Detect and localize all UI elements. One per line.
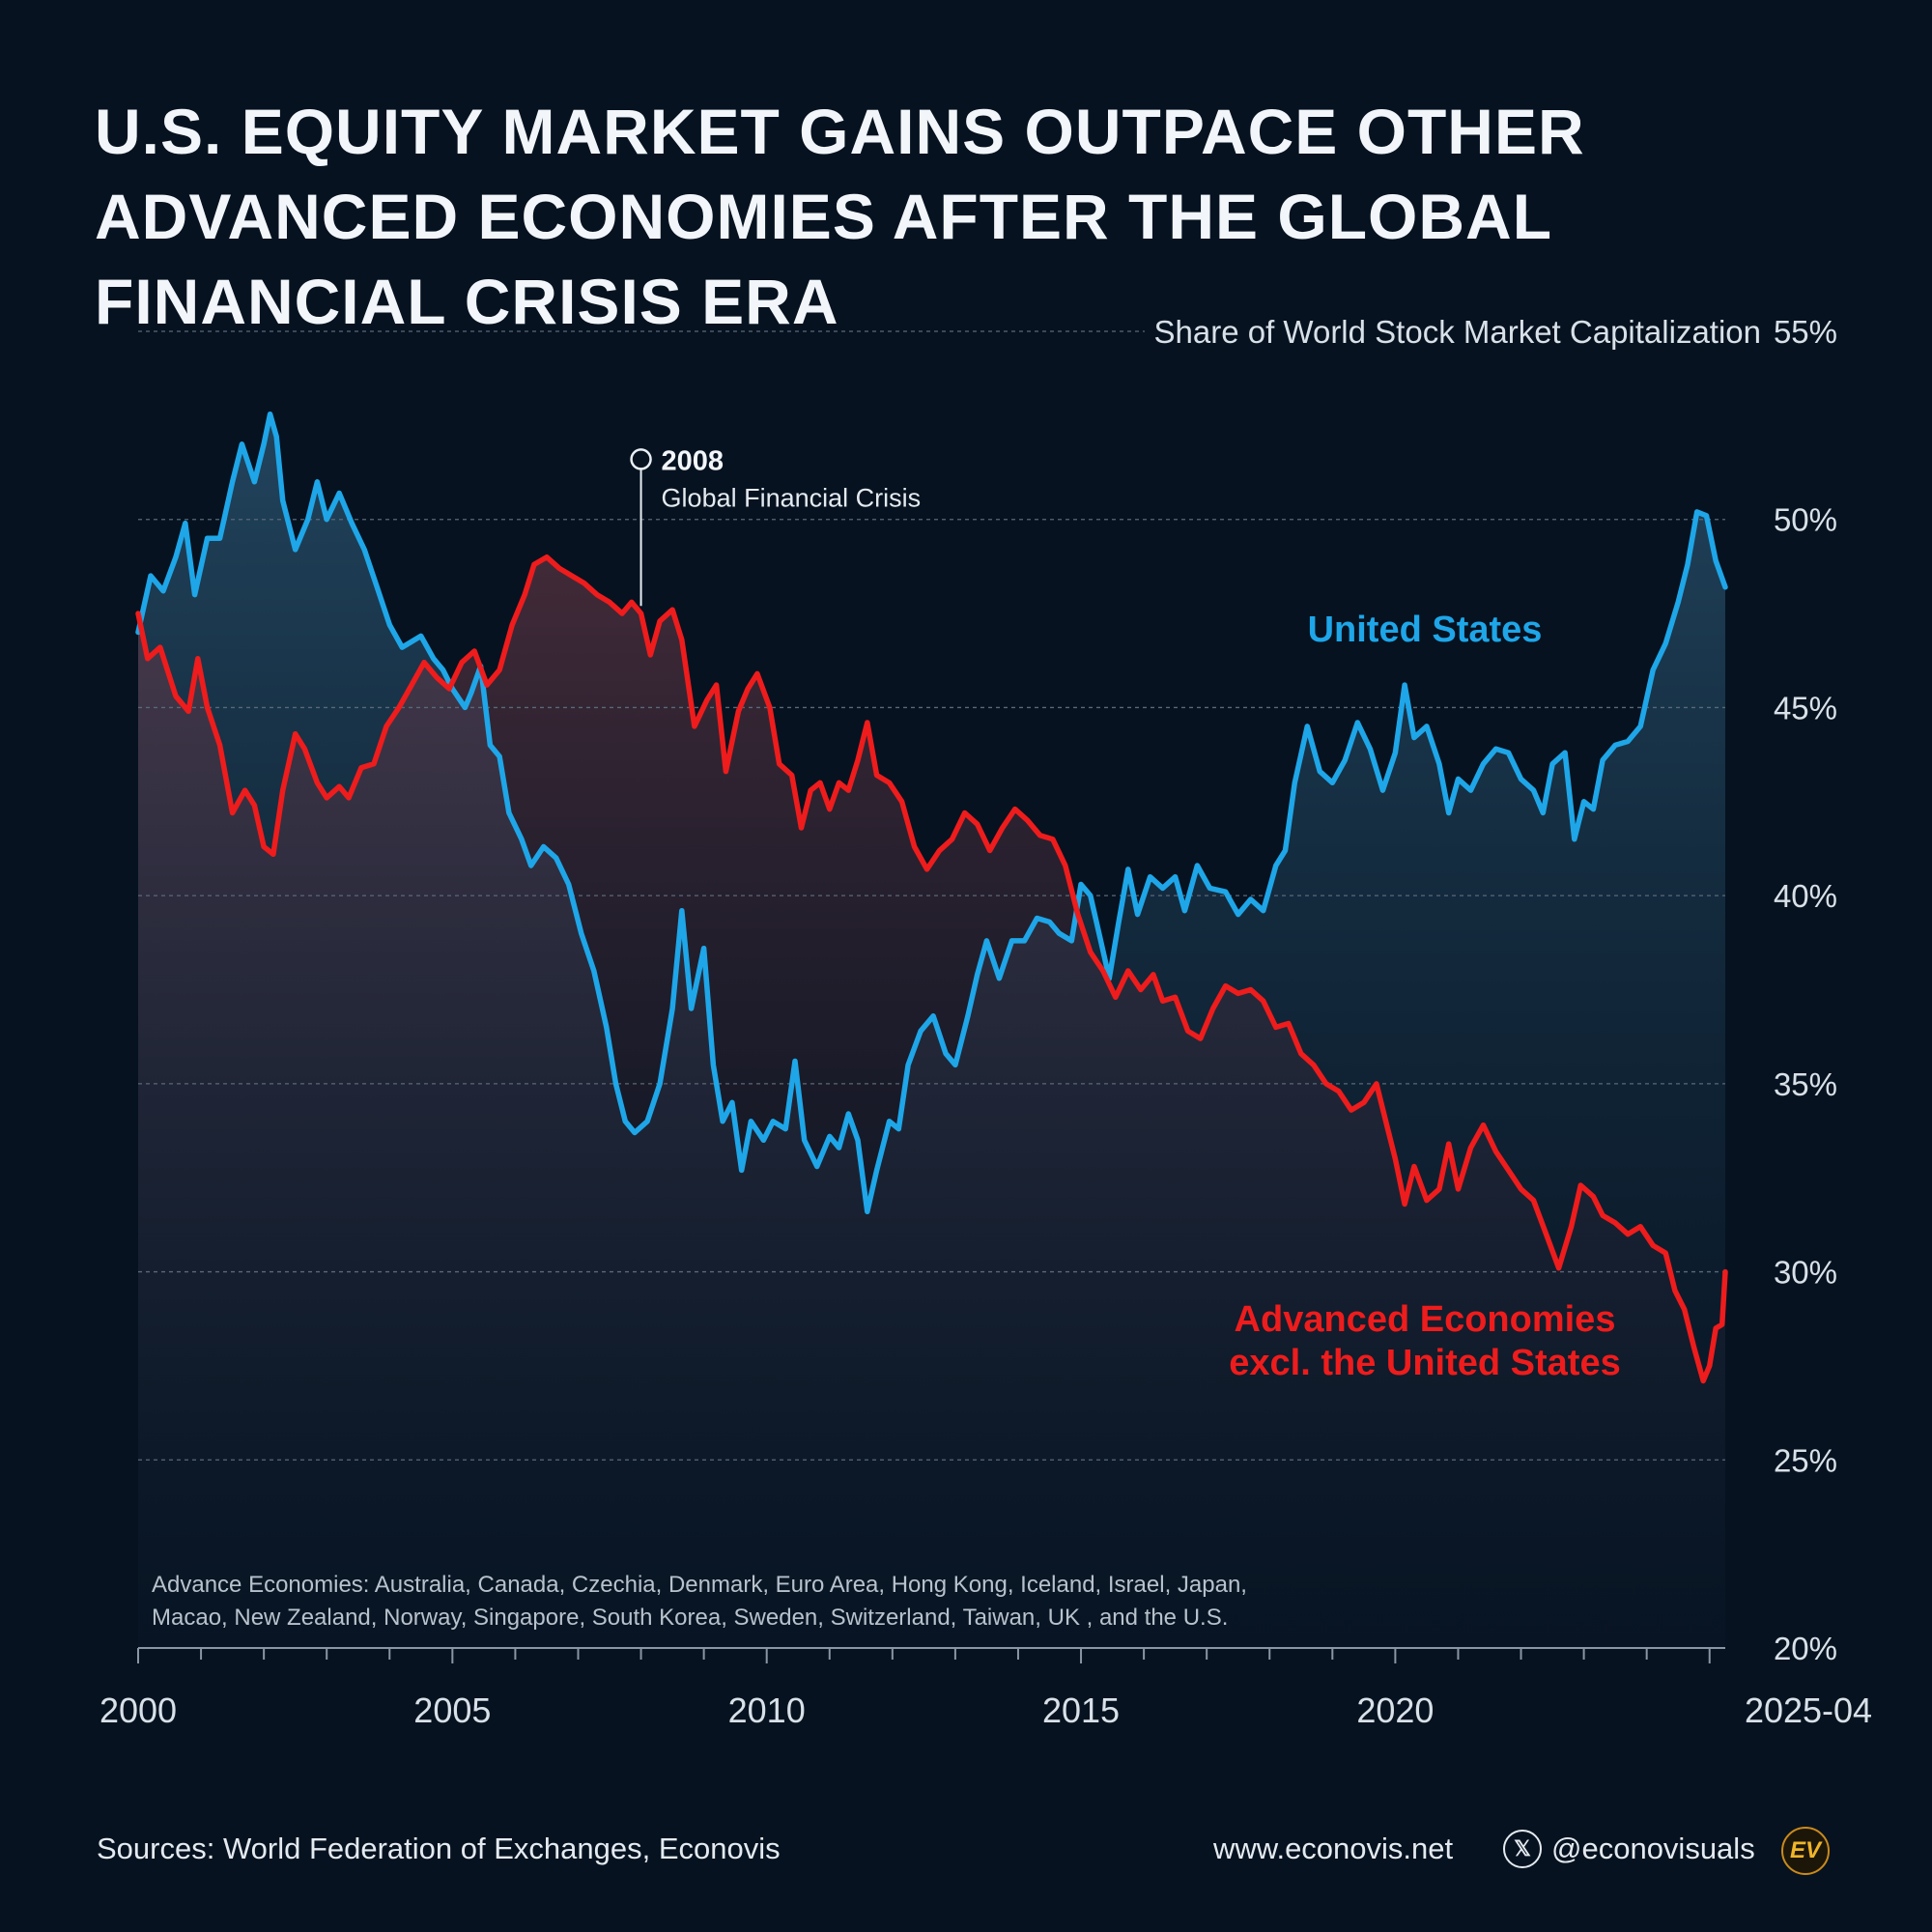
y-tick-label: 50% xyxy=(1774,502,1837,538)
website-link[interactable]: www.econovis.net xyxy=(1213,1832,1454,1865)
y-tick-label: 25% xyxy=(1774,1442,1837,1478)
y-axis-title: Share of World Stock Market Capitalizati… xyxy=(1154,314,1762,350)
y-tick-label: 45% xyxy=(1774,690,1837,725)
series-label-us: United States xyxy=(1308,610,1543,650)
chart-footnote: Advance Economies: Australia, Canada, Cz… xyxy=(152,1572,1247,1598)
annotation-year: 2008 xyxy=(662,445,724,476)
x-tick-label: 2025-04 xyxy=(1745,1690,1872,1730)
social-handle[interactable]: 𝕏 @econovisuals xyxy=(1503,1827,1755,1871)
x-tick-label: 2005 xyxy=(413,1690,491,1730)
annotation-marker xyxy=(630,448,652,470)
x-tick-label: 2020 xyxy=(1356,1690,1434,1730)
y-tick-label: 35% xyxy=(1774,1066,1837,1102)
series-label-ae: excl. the United States xyxy=(1229,1343,1620,1383)
annotation-label: Global Financial Crisis xyxy=(662,483,922,512)
series-line-us xyxy=(135,411,1728,1215)
y-tick-label: 20% xyxy=(1774,1631,1837,1666)
handle-text: @econovisuals xyxy=(1551,1832,1755,1865)
x-twitter-icon: 𝕏 xyxy=(1503,1830,1542,1868)
x-tick-label: 2015 xyxy=(1042,1690,1120,1730)
sources-note: Sources: World Federation of Exchanges, … xyxy=(97,1832,781,1865)
y-tick-label: 55% xyxy=(1774,314,1837,350)
series-line-ae xyxy=(135,554,1728,1384)
chart-footnote: Macao, New Zealand, Norway, Singapore, S… xyxy=(152,1605,1228,1631)
page-title: U.S. EQUITY MARKET GAINS OUTPACE OTHER A… xyxy=(95,96,1585,337)
x-tick-label: 2000 xyxy=(99,1690,177,1730)
econovis-logo: EV xyxy=(1781,1827,1830,1875)
y-tick-label: 40% xyxy=(1774,878,1837,914)
y-tick-label: 30% xyxy=(1774,1255,1837,1291)
x-tick-label: 2010 xyxy=(728,1690,806,1730)
area-fill-ae xyxy=(138,556,1725,1649)
series-label-ae: Advanced Economies xyxy=(1235,1299,1616,1340)
line-chart: 20% 25% 30% 35% 40% 45% 50% 55% Share of World S… xyxy=(99,314,1872,1730)
